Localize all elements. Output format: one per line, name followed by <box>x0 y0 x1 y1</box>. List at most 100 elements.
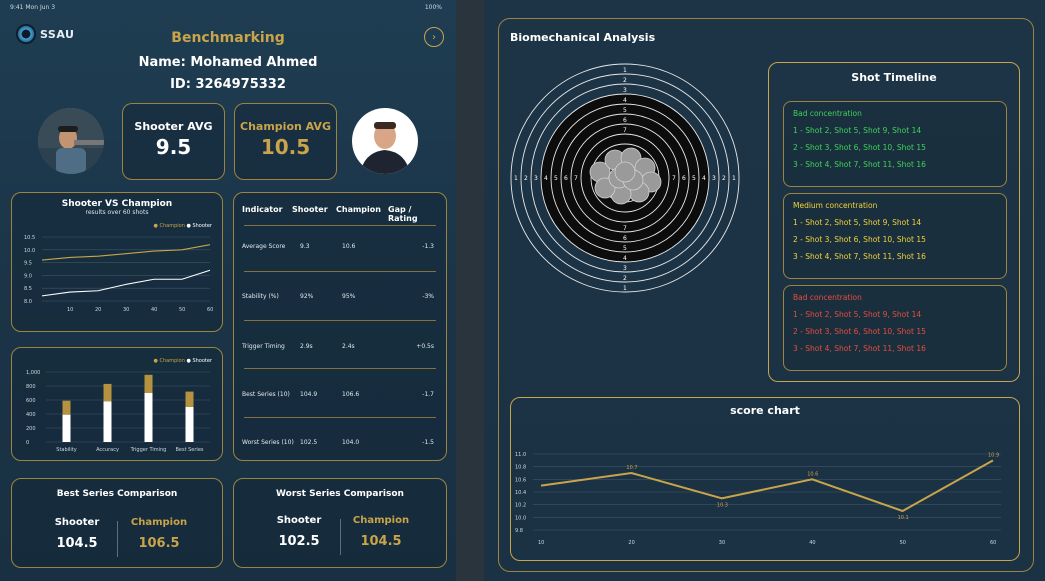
ring-number: 4 <box>623 97 627 104</box>
table-cell: 2.9s <box>300 343 313 350</box>
divider <box>244 368 436 369</box>
x-tick-label: 20 <box>95 307 101 313</box>
table-cell: 106.6 <box>342 391 360 398</box>
ring-number: 7 <box>672 175 676 182</box>
x-tick-label: 60 <box>207 307 213 313</box>
best-champion-col: Champion 106.5 <box>124 517 194 551</box>
indicator-table: Indicator Shooter Champion Gap / Rating … <box>233 192 447 461</box>
list-item: 3 - Shot 4, Shot 7, Shot 11, Shot 16 <box>793 344 926 353</box>
table-cell: Stability (%) <box>242 293 279 300</box>
ring-number: 4 <box>623 255 627 262</box>
score-chart-card: score chart 9.8 10.0 10.2 10.4 10.6 10.8 11.0 1… <box>510 397 1020 561</box>
table-row: Stability (%) 92% 95% -3% <box>242 293 438 300</box>
bar-shooter <box>185 407 194 442</box>
concentration-group: Medium concentration 1 - Shot 2, Shot 5,… <box>783 193 1007 279</box>
table-row: Best Series (10) 104.9 106.6 -1.7 <box>242 391 438 398</box>
ring-number: 4 <box>702 175 706 182</box>
table-cell: 102.5 <box>300 439 318 446</box>
ring-number: 1 <box>732 175 736 182</box>
series-line-champion <box>41 244 211 261</box>
group-title: Bad concentration <box>793 293 862 302</box>
worst-champion-value: 104.5 <box>360 534 402 549</box>
y-tick-label: 11.0 <box>515 452 526 458</box>
list-item: 1 - Shot 2, Shot 5, Shot 9, Shot 14 <box>793 310 922 319</box>
shooter-vs-champion-card: Shooter VS Champion results over 60 shot… <box>11 192 223 332</box>
data-label: 10.7 <box>626 465 637 471</box>
worst-shooter-col: Shooter 102.5 <box>264 515 334 549</box>
data-label: 10.9 <box>988 452 999 458</box>
best-series-card: Best Series Comparison Shooter 104.5 Cha… <box>11 478 223 568</box>
bar-champion <box>62 400 71 415</box>
table-cell: +0.5s <box>416 343 434 350</box>
bar-champion <box>185 391 194 407</box>
ring-number: 2 <box>623 77 627 84</box>
ring-number: 1 <box>514 175 518 182</box>
line-chart-legend: ● Champion ● Shooter <box>153 223 212 229</box>
bar-champion <box>144 374 153 393</box>
best-champion-value: 106.5 <box>138 536 180 551</box>
shot-hole <box>614 161 636 183</box>
list-item: 3 - Shot 4, Shot 7, Shot 11, Shot 16 <box>793 252 926 261</box>
shot-timeline-card: Shot Timeline Bad concentration 1 - Shot… <box>768 62 1020 382</box>
bar-shooter <box>144 393 153 442</box>
best-shooter-value: 104.5 <box>56 536 98 551</box>
athlete-id: ID: 3264975332 <box>170 77 286 92</box>
divider <box>244 417 436 418</box>
ring-number: 6 <box>682 175 686 182</box>
athlete-name: Name: Mohamed Ahmed <box>138 55 318 70</box>
x-tick-label: 50 <box>179 307 185 313</box>
header-gap: Gap / Rating <box>388 205 418 223</box>
table-cell: Best Series (10) <box>242 391 290 398</box>
table-cell: -1.7 <box>422 391 434 398</box>
legend-champion: Champion <box>159 223 185 229</box>
table-row: Worst Series (10) 102.5 104.0 -1.5 <box>242 439 438 446</box>
x-tick-label: Accuracy <box>96 447 119 453</box>
x-tick-label: Trigger Timing <box>130 447 167 453</box>
y-tick-label: 10.8 <box>515 465 526 471</box>
data-label: 10.3 <box>717 502 728 508</box>
data-label: 10.1 <box>898 515 909 521</box>
table-cell: -1.5 <box>422 439 434 446</box>
divider <box>244 320 436 321</box>
table-row: Trigger Timing 2.9s 2.4s +0.5s <box>242 343 438 350</box>
indicator-table-header: Indicator Shooter Champion Gap / Rating <box>242 205 438 223</box>
best-champion-label: Champion <box>130 517 188 528</box>
table-cell: -1.3 <box>422 243 434 250</box>
y-tick-label: 8.0 <box>24 299 32 305</box>
status-time: 9:41 Mon Jun 3 <box>10 4 56 11</box>
series-line-shooter <box>41 269 211 297</box>
bar-legend-champion: Champion <box>159 358 185 364</box>
ring-number: 1 <box>623 67 627 74</box>
shooter-avg-card: Shooter AVG 9.5 <box>122 103 225 180</box>
panel-gap <box>456 0 484 581</box>
best-shooter-col: Shooter 104.5 <box>42 517 112 551</box>
champion-photo-icon <box>352 108 418 174</box>
target-ring <box>510 63 740 293</box>
divider <box>340 519 341 555</box>
table-cell: Worst Series (10) <box>242 439 294 446</box>
y-tick-label: 9.5 <box>24 261 32 267</box>
x-tick-label: 40 <box>809 540 815 546</box>
y-tick-label: 10.6 <box>515 477 526 483</box>
x-tick-label: 10 <box>538 540 544 546</box>
shot-timeline-title: Shot Timeline <box>851 71 937 84</box>
chevron-right-icon[interactable]: › <box>424 27 444 47</box>
x-tick-label: 60 <box>990 540 996 546</box>
table-cell: 104.9 <box>300 391 318 398</box>
best-shooter-label: Shooter <box>54 517 100 528</box>
worst-champion-col: Champion 104.5 <box>346 515 416 549</box>
group-title: Medium concentration <box>793 201 878 210</box>
table-cell: 10.6 <box>342 243 356 250</box>
header-indicator: Indicator <box>242 205 283 214</box>
x-tick-label: Stability <box>56 447 77 453</box>
shooter-avg-value: 9.5 <box>155 135 192 159</box>
group-title: Bad concentration <box>793 109 862 118</box>
table-cell: -3% <box>422 293 434 300</box>
concentration-group: Bad concentration 1 - Shot 2, Shot 5, Sh… <box>783 101 1007 187</box>
champion-avg-label: Champion AVG <box>240 120 331 133</box>
ring-number: 5 <box>692 175 696 182</box>
ring-number: 6 <box>564 175 568 182</box>
x-tick-label: Best Series <box>175 447 203 453</box>
y-tick-label: 10.0 <box>24 248 35 254</box>
concentration-group: Bad concentration 1 - Shot 2, Shot 5, Sh… <box>783 285 1007 371</box>
